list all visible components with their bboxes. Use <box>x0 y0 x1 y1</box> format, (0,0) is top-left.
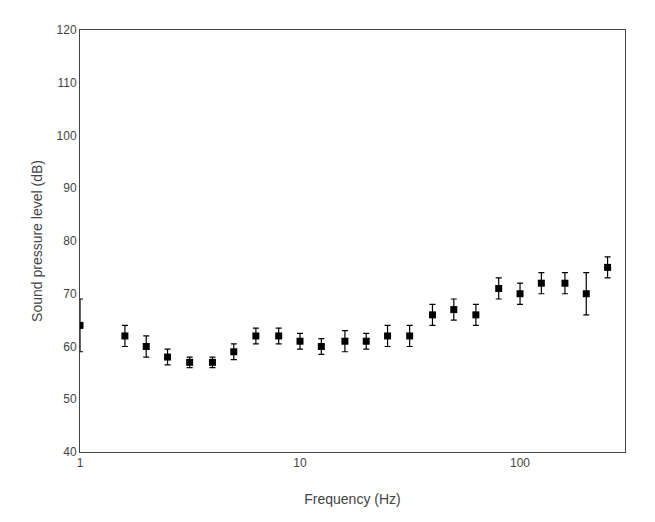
svg-text:Frequency (Hz): Frequency (Hz) <box>304 491 400 507</box>
svg-text:80: 80 <box>63 234 77 248</box>
svg-text:50: 50 <box>63 392 77 406</box>
svg-text:60: 60 <box>63 340 77 354</box>
svg-text:100: 100 <box>510 456 530 470</box>
svg-text:1: 1 <box>77 456 84 470</box>
svg-text:120: 120 <box>57 23 77 37</box>
svg-text:70: 70 <box>63 287 77 301</box>
svg-text:90: 90 <box>63 181 77 195</box>
svg-text:100: 100 <box>57 129 77 143</box>
svg-text:40: 40 <box>63 445 77 459</box>
svg-text:Sound pressure level (dB): Sound pressure level (dB) <box>29 160 45 322</box>
svg-text:10: 10 <box>293 456 307 470</box>
svg-text:110: 110 <box>57 76 76 90</box>
